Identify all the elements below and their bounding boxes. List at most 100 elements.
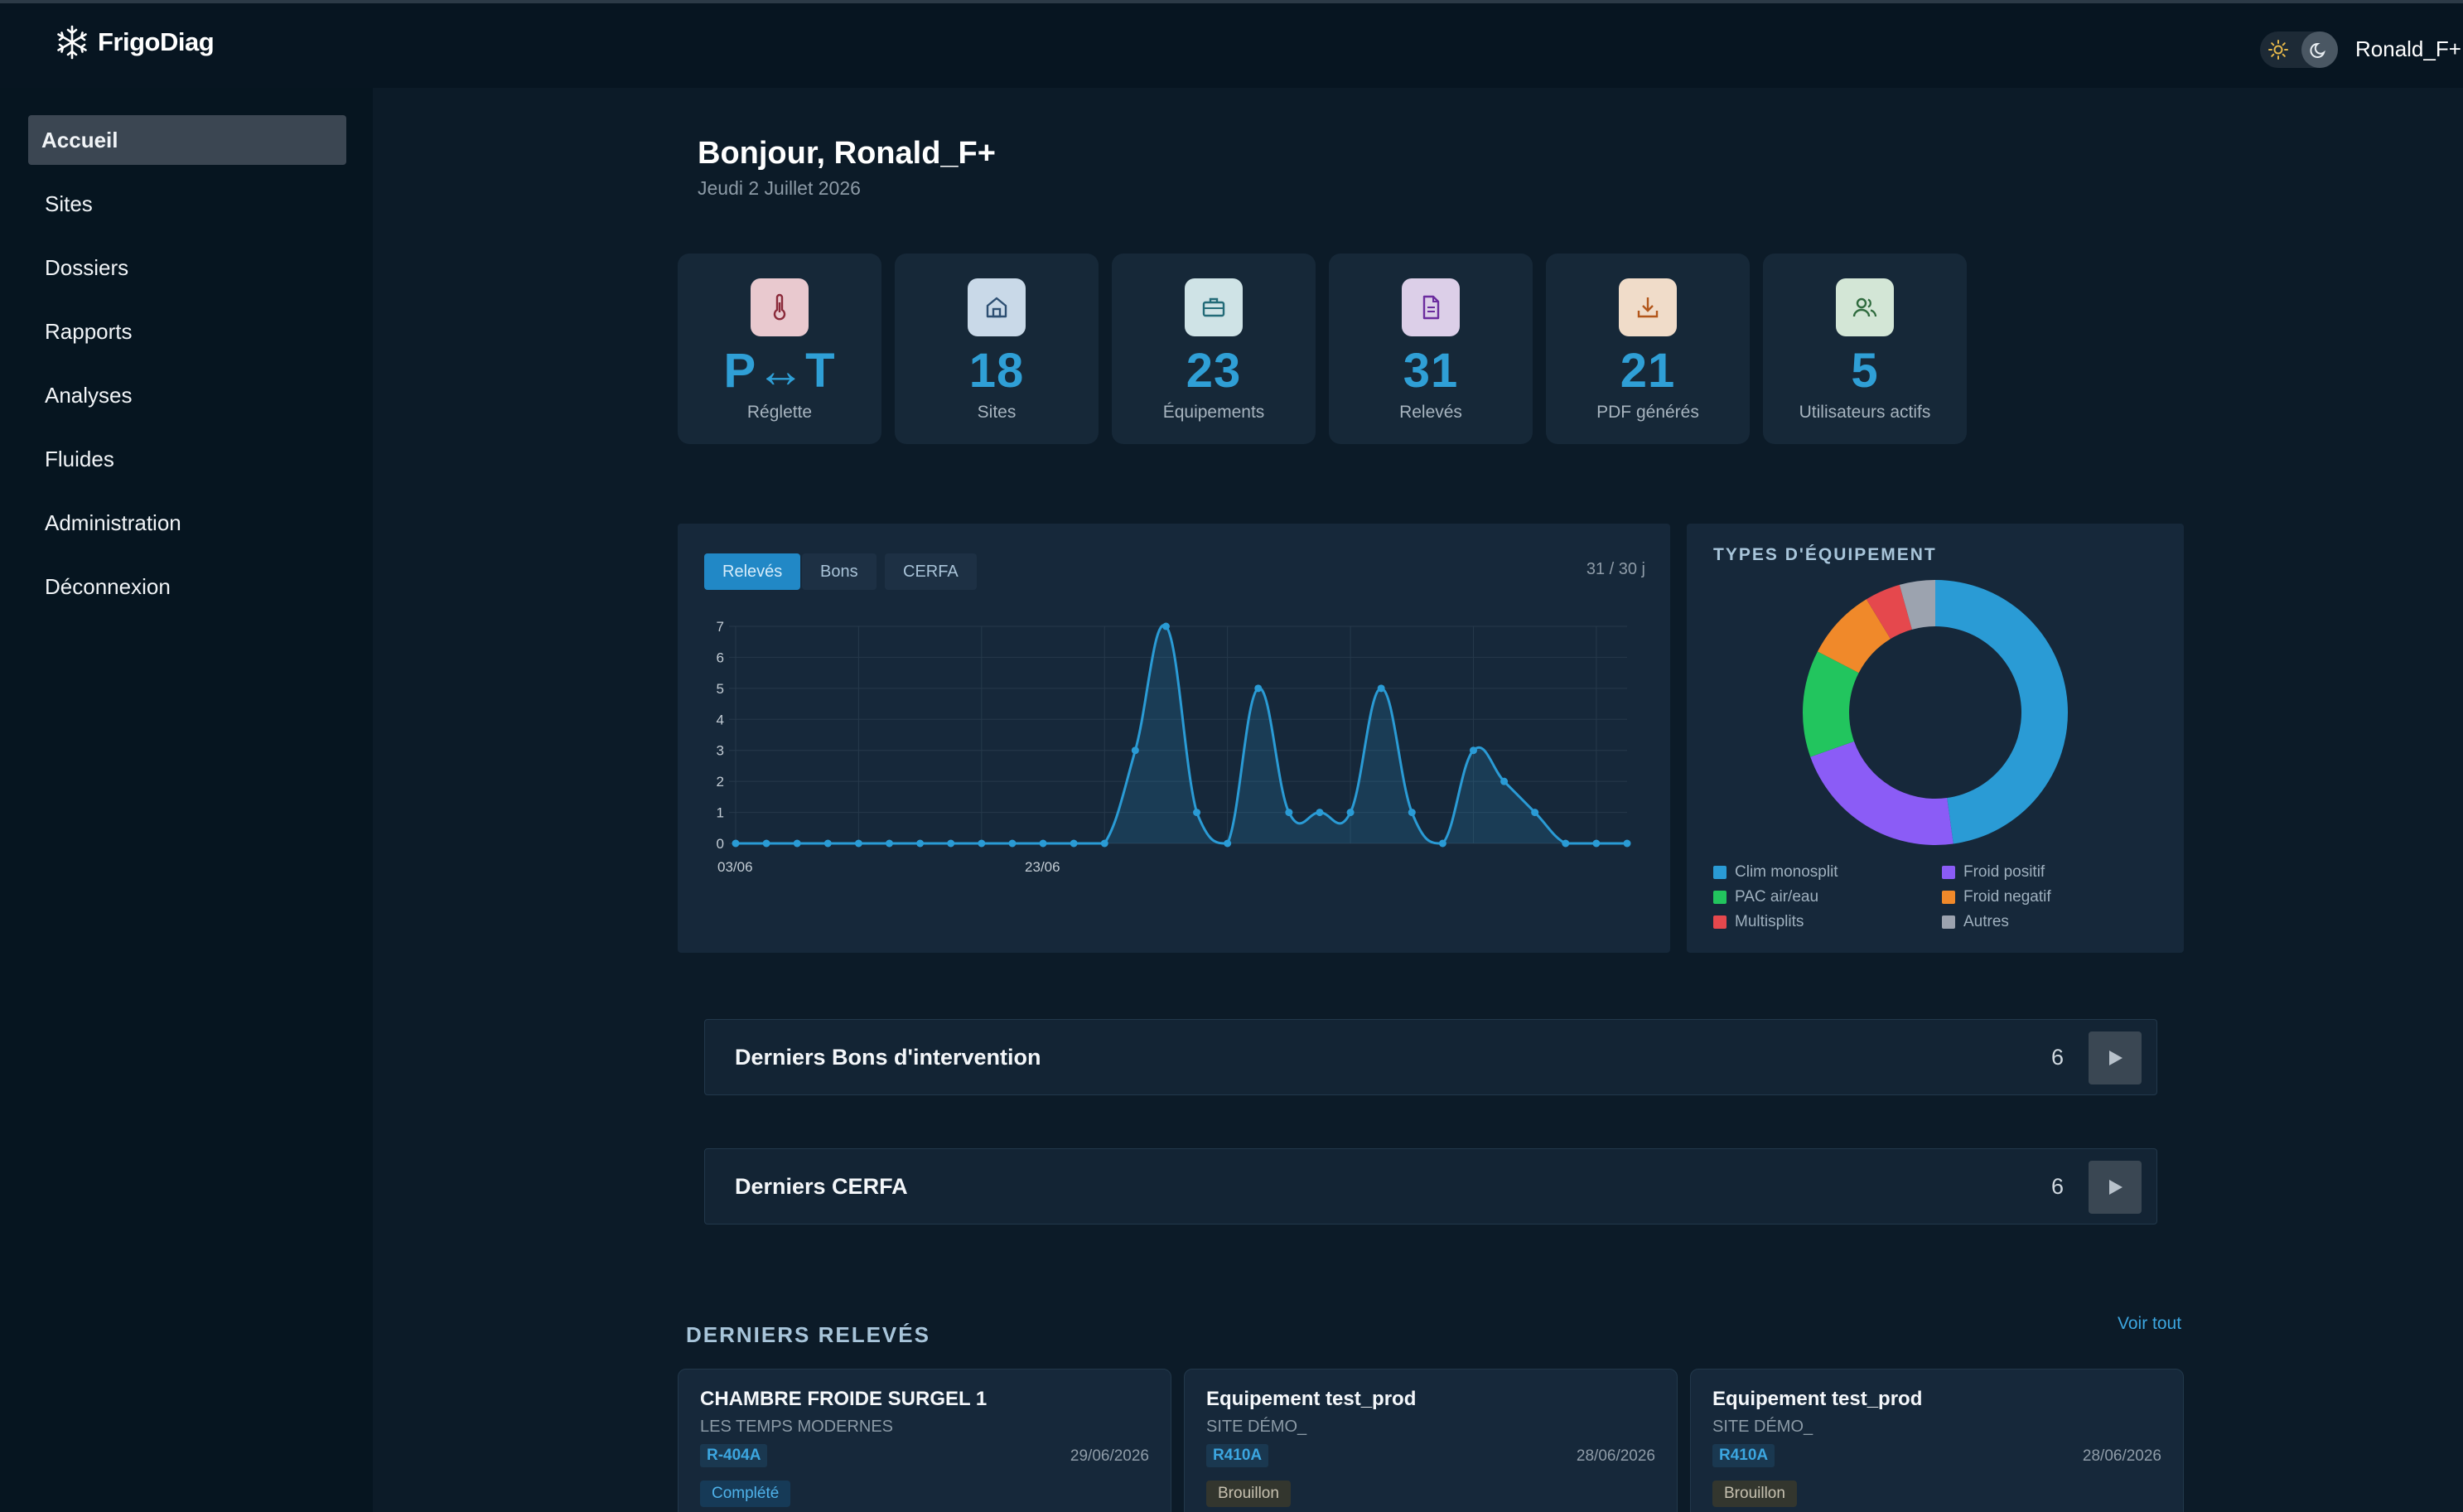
stat-card-releves[interactable]: 31 Relevés [1329, 254, 1533, 444]
activity-area-chart: 0 1 2 3 4 5 6 7 03/06 23/06 [717, 619, 1631, 875]
reading-title: CHAMBRE FROIDE SURGEL 1 [700, 1388, 988, 1410]
data-point [1438, 839, 1446, 848]
stat-card-equipements[interactable]: 23 Équipements [1112, 254, 1316, 444]
sidebar-item-fluides[interactable]: Fluides [45, 447, 114, 471]
reading-site: LES TEMPS MODERNES [700, 1418, 894, 1436]
sidebar-item-deconnexion[interactable]: Déconnexion [45, 574, 171, 599]
fluid-badge: R-404A [700, 1444, 768, 1467]
theme-toggle[interactable] [2260, 31, 2338, 68]
snowflake-icon [57, 25, 87, 60]
reading-card[interactable]: Equipement test_prod SITE DÉMO_ R410A 28… [1184, 1369, 1678, 1512]
document-icon [1402, 278, 1460, 336]
reading-date: 29/06/2026 [1070, 1447, 1149, 1465]
reading-title: Equipement test_prod [1712, 1388, 1923, 1410]
section-title: Derniers Bons d'intervention [735, 1045, 1041, 1070]
area-fill [736, 625, 1627, 843]
y-tick-label: 5 [717, 681, 724, 697]
y-tick-label: 1 [717, 805, 724, 821]
app-logo[interactable]: FrigoDiag [53, 23, 215, 61]
cerfa-section-header[interactable]: Derniers CERFA 6 [704, 1148, 2157, 1225]
stat-label: Sites [977, 403, 1017, 422]
sidebar-item-administration[interactable]: Administration [45, 510, 181, 535]
tab-releves[interactable]: Relevés [704, 553, 801, 590]
sidebar-item-sites[interactable]: Sites [45, 191, 93, 216]
reading-date: 28/06/2026 [1576, 1447, 1655, 1465]
data-point [854, 839, 862, 848]
sidebar-item-analyses[interactable]: Analyses [45, 383, 133, 408]
data-point [1408, 809, 1416, 817]
see-all-link[interactable]: Voir tout [2118, 1314, 2182, 1333]
sidebar [0, 88, 373, 1512]
data-point [1070, 839, 1078, 848]
data-point [1131, 746, 1139, 755]
data-point [1316, 809, 1324, 817]
reading-card[interactable]: CHAMBRE FROIDE SURGEL 1 LES TEMPS MODERN… [678, 1369, 1171, 1512]
stat-label: Équipements [1162, 403, 1265, 422]
data-point [1285, 809, 1293, 817]
legend-item: Froid negatif [1942, 888, 2051, 906]
data-point [823, 839, 832, 848]
data-point [1377, 684, 1385, 693]
bons-section-header[interactable]: Derniers Bons d'intervention 6 [704, 1019, 2157, 1095]
stat-card-reglette[interactable]: P↔T Réglette [678, 254, 881, 444]
y-tick-label: 4 [717, 712, 724, 727]
equipment-types-panel: TYPES D'ÉQUIPEMENT Clim monosplit Froid … [1687, 524, 2184, 953]
donut-slice-autres[interactable] [1899, 580, 1935, 630]
data-point [762, 839, 770, 848]
reading-title: Equipement test_prod [1206, 1388, 1417, 1410]
legend-item: PAC air/eau [1713, 888, 1818, 906]
sidebar-item-accueil[interactable]: Accueil [28, 115, 346, 165]
stat-label: Utilisateurs actifs [1799, 403, 1931, 422]
reading-card[interactable]: Equipement test_prod SITE DÉMO_ R410A 28… [1690, 1369, 2184, 1512]
y-tick-label: 3 [717, 743, 724, 759]
legend-item: Froid positif [1942, 863, 2045, 882]
donut-slice-clim-monosplit[interactable] [1935, 580, 2069, 844]
data-point [1254, 684, 1263, 693]
download-icon [1619, 278, 1677, 336]
sun-icon[interactable] [2267, 38, 2290, 61]
tab-bons[interactable]: Bons [802, 553, 877, 590]
status-badge: Brouillon [1206, 1481, 1291, 1507]
moon-icon[interactable] [2301, 31, 2338, 68]
sidebar-item-rapports[interactable]: Rapports [45, 319, 133, 344]
stat-value: P↔T [723, 344, 836, 398]
data-point [1500, 777, 1509, 785]
donut-slice-froid-negatif[interactable] [1817, 599, 1891, 674]
y-tick-label: 0 [717, 836, 724, 852]
stat-card-sites[interactable]: 18 Sites [895, 254, 1099, 444]
activity-chart-panel: Relevés Bons CERFA 31 / 30 j 0 1 2 3 4 5 6 7 03/… [678, 524, 1670, 953]
play-icon[interactable] [2089, 1161, 2142, 1214]
play-icon[interactable] [2089, 1031, 2142, 1084]
legend-item: Autres [1942, 913, 2009, 931]
data-point [1592, 839, 1601, 848]
donut-slice-pac-air-eau[interactable] [1803, 651, 1859, 757]
user-menu[interactable]: Ronald_F+ [2355, 36, 2461, 61]
data-point [1161, 622, 1170, 630]
stat-value: 23 [1186, 344, 1242, 398]
stat-value: 18 [968, 344, 1025, 398]
stat-card-pdf[interactable]: 21 PDF générés [1546, 254, 1750, 444]
donut-title: TYPES D'ÉQUIPEMENT [1713, 545, 1937, 564]
legend-item: Multisplits [1713, 913, 1804, 931]
app-name: FrigoDiag [98, 27, 215, 56]
y-tick-label: 6 [717, 650, 724, 665]
data-point [1623, 839, 1631, 848]
x-tick-label: 03/06 [717, 859, 753, 875]
home-icon [968, 278, 1026, 336]
data-point [1562, 839, 1570, 848]
sidebar-item-dossiers[interactable]: Dossiers [45, 255, 129, 280]
tab-cerfa[interactable]: CERFA [885, 553, 977, 590]
data-point [1100, 839, 1108, 848]
reading-site: SITE DÉMO_ [1712, 1418, 1813, 1436]
legend-item: Clim monosplit [1713, 863, 1838, 882]
data-point [1346, 809, 1355, 817]
current-date: Jeudi 2 Juillet 2026 [698, 177, 861, 199]
data-point [1224, 839, 1232, 848]
donut-slice-multisplits[interactable] [1866, 584, 1912, 640]
stat-card-utilisateurs[interactable]: 5 Utilisateurs actifs [1763, 254, 1967, 444]
donut-slice-froid-positif[interactable] [1810, 741, 1953, 845]
data-point [947, 839, 955, 848]
recent-readings-title: DERNIERS RELEVÉS [686, 1322, 930, 1347]
section-count: 6 [2050, 1045, 2064, 1070]
data-point [1039, 839, 1047, 848]
